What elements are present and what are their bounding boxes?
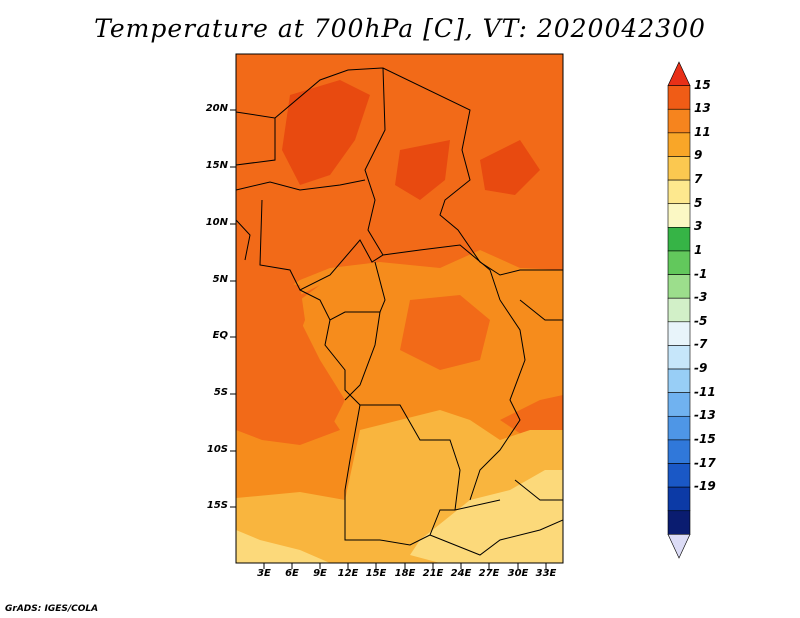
field-13-15-east <box>480 140 540 195</box>
colorbar-swatch <box>667 321 691 346</box>
colorbar-label: 11 <box>694 124 711 139</box>
colorbar-swatch <box>667 132 691 157</box>
colorbar-label: -3 <box>694 290 708 305</box>
colorbar-swatch <box>667 85 691 110</box>
colorbar-swatch <box>667 227 691 252</box>
colorbar-label: 7 <box>694 172 703 187</box>
colorbar-swatch <box>667 250 691 275</box>
colorbar-label: -11 <box>694 384 716 399</box>
field-13-15-chad <box>395 140 450 200</box>
border-line <box>324 319 501 511</box>
colorbar-bottom-arrow <box>667 534 691 559</box>
colorbar-top-arrow <box>667 61 691 86</box>
colorbar-swatch <box>667 415 691 441</box>
lon-label: 6E <box>285 568 299 579</box>
border-line <box>236 179 366 191</box>
field-11-13-congo <box>400 295 490 370</box>
field-11-13-west <box>236 280 340 445</box>
lon-label: 21E <box>422 568 444 579</box>
border-line <box>514 479 563 501</box>
lat-label: EQ <box>212 330 228 341</box>
lat-label: 10N <box>205 217 228 228</box>
colorbar-swatch <box>667 345 691 370</box>
colorbar-label: -7 <box>694 337 708 352</box>
border-line <box>519 299 563 321</box>
colorbar-swatch <box>667 463 691 488</box>
colorbar-label: -9 <box>694 361 708 376</box>
colorbar-label: 15 <box>694 77 711 92</box>
lon-label: 15E <box>365 568 387 579</box>
lon-label: 33E <box>535 568 557 579</box>
map-frame <box>235 53 564 564</box>
lon-label: 9E <box>313 568 327 579</box>
lon-label: 24E <box>450 568 472 579</box>
plot-title: Temperature at 700hPa [C], VT: 202004230… <box>94 14 706 43</box>
lat-label: 20N <box>205 103 228 114</box>
colorbar-label: 5 <box>694 195 703 210</box>
colorbar-label: 9 <box>694 148 703 163</box>
field-5-7-south <box>236 470 563 563</box>
colorbar-label: -19 <box>694 479 716 494</box>
grads-credit: GrADS: IGES/COLA <box>5 604 99 614</box>
border-line <box>469 299 526 501</box>
border-line <box>259 199 501 301</box>
temperature-field <box>236 54 563 563</box>
colorbar-swatch <box>667 297 691 323</box>
lon-ticks <box>263 563 547 569</box>
border-line <box>364 67 386 256</box>
lat-ticks <box>230 109 236 508</box>
lat-label: 5N <box>212 274 228 285</box>
border-line <box>274 67 563 276</box>
colorbar-swatch <box>667 274 691 299</box>
colorbar-swatch <box>667 392 691 417</box>
colorbar-swatch <box>667 439 691 464</box>
colorbar-swatch <box>667 486 691 512</box>
colorbar-swatch <box>667 203 691 228</box>
colorbar-label: -1 <box>694 266 708 281</box>
country-borders <box>236 67 563 556</box>
border-line <box>344 404 455 546</box>
colorbar-swatch <box>667 156 691 181</box>
colorbar-swatch <box>667 108 691 134</box>
lat-label: 15S <box>206 500 228 511</box>
colorbar-label: -13 <box>694 408 716 423</box>
colorbar-swatch <box>667 510 691 535</box>
field-11-13-east <box>500 395 563 440</box>
colorbar-label: 1 <box>694 242 703 257</box>
lat-label: 15N <box>205 160 228 171</box>
colorbar-label: -17 <box>694 455 716 470</box>
colorbar-swatch <box>667 368 691 393</box>
border-line <box>429 519 563 556</box>
colorbar-swatch <box>667 179 691 205</box>
border-line <box>344 311 381 401</box>
colorbar-label: 3 <box>694 219 703 234</box>
lon-label: 18E <box>394 568 416 579</box>
colorbar <box>667 61 691 559</box>
lon-label: 27E <box>478 568 500 579</box>
border-line <box>299 261 386 321</box>
colorbar-label: -5 <box>694 313 708 328</box>
lon-label: 12E <box>337 568 359 579</box>
field-13-15-sahara <box>282 80 370 185</box>
lat-label: 10S <box>206 444 228 455</box>
lon-label: 3E <box>257 568 271 579</box>
colorbar-label: -15 <box>694 431 716 446</box>
colorbar-label: 13 <box>694 101 711 116</box>
border-line <box>236 111 276 166</box>
border-line <box>236 219 251 261</box>
lon-label: 30E <box>507 568 529 579</box>
lat-label: 5S <box>213 387 228 398</box>
